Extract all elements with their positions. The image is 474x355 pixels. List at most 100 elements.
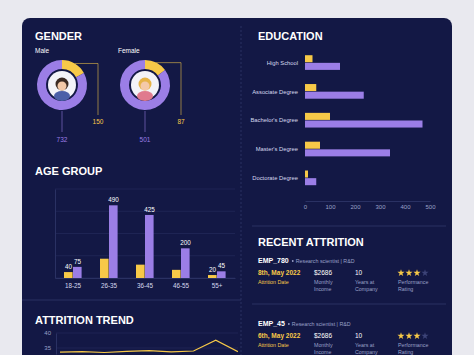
card-value: 10 [355, 332, 363, 339]
employee-role: Research scientist | R&D [292, 321, 351, 327]
tick-label: Bachelor's Degree [250, 117, 298, 123]
employee-id: EMP_780 [258, 257, 289, 264]
rating-star [405, 269, 412, 276]
grid-line [55, 189, 235, 190]
tick: 40 [44, 330, 56, 336]
card-value: 10 [355, 269, 363, 276]
tick-label: 35 [44, 345, 51, 351]
tick-label: 46-55 [173, 282, 190, 289]
data-label: 20 [209, 266, 217, 273]
y-axis: 35 40 [44, 330, 56, 354]
pie-chart: Male150732 [35, 47, 104, 143]
card-label: Years atCompany [355, 279, 378, 292]
lines [60, 340, 238, 352]
tick: 35 [44, 345, 56, 351]
tick-label: 0 [304, 204, 308, 210]
divider [252, 226, 446, 227]
tick-label: Associate Degree [252, 89, 298, 95]
card-value: 6th, May 2022 [258, 332, 301, 340]
tick: 200 [350, 201, 361, 210]
tick-label: 40 [44, 330, 51, 336]
tick: 18-25 [65, 278, 82, 289]
section-title: EDUCATION [258, 30, 323, 42]
tick-label: 200 [350, 204, 361, 210]
tick: 300 [375, 201, 386, 210]
data-label: 45 [218, 262, 226, 269]
tick: 36-45 [137, 278, 154, 289]
bar [100, 259, 109, 278]
tick-label: 55+ [212, 282, 223, 289]
data-label: 200 [180, 239, 191, 246]
bar [305, 149, 390, 156]
bullet [288, 323, 290, 325]
axis-line [56, 278, 236, 279]
tick-label: Master's Degree [256, 146, 298, 152]
grid [55, 189, 235, 278]
bars [64, 205, 226, 278]
pie-title: Female [118, 47, 140, 54]
section-title: AGE GROUP [35, 165, 102, 177]
line [60, 340, 238, 352]
grid-line [56, 333, 238, 334]
tick: Master's Degree [256, 146, 303, 152]
card-value: $2686 [314, 269, 332, 276]
card-label: Attrition Date [258, 342, 289, 348]
divider [22, 300, 241, 301]
bar [305, 84, 316, 91]
bar [64, 272, 73, 278]
rating-star [413, 269, 420, 276]
rating-star [397, 269, 404, 276]
attrition-card: EMP_780 Research scientist | R&D 8th, May … [252, 257, 446, 304]
tick-label: 400 [400, 204, 411, 210]
bar [145, 215, 154, 278]
bar [109, 205, 118, 278]
data-label: 732 [57, 136, 68, 143]
bar [136, 265, 145, 278]
rating-star [421, 332, 428, 339]
card-label: PerformanceRating [398, 342, 428, 355]
avatar [48, 71, 76, 101]
card-value: $2686 [314, 332, 332, 339]
grid-line [56, 348, 238, 349]
rating-star [413, 332, 420, 339]
bar [305, 55, 313, 62]
tick-label: High School [267, 60, 298, 66]
card-value: 8th, May 2022 [258, 269, 301, 277]
rating-star [421, 269, 428, 276]
tick: 400 [400, 201, 411, 210]
leader-line [145, 111, 146, 132]
tick: Bachelor's Degree [250, 117, 303, 123]
card-label: Years atCompany [355, 342, 378, 355]
bar [181, 248, 190, 278]
data-label: 501 [140, 136, 151, 143]
bar [172, 270, 181, 278]
leader-line [62, 111, 63, 132]
tick: Associate Degree [252, 89, 303, 95]
divider [241, 26, 242, 355]
section-title: GENDER [35, 30, 82, 42]
leader-line [75, 63, 98, 115]
axis-line [306, 201, 431, 202]
tick: 500 [425, 201, 436, 210]
y-axis: High School Associate Degree Bachelor's De… [250, 60, 303, 181]
pie-title: Male [35, 47, 49, 54]
dashboard: GENDERMale150732Female87501EDUCATION0100… [0, 0, 474, 355]
tick: 46-55 [173, 278, 190, 289]
tick: 26-35 [101, 278, 118, 289]
bar [305, 113, 330, 120]
data-label: 75 [74, 258, 82, 265]
pie-slice [37, 60, 87, 110]
employee-role: Research scientist | R&D [296, 258, 355, 264]
employee-id: EMP_45 [258, 320, 285, 327]
tick-label: 26-35 [101, 282, 118, 289]
bar [305, 178, 316, 185]
grid [56, 333, 238, 348]
pie-slice [120, 60, 170, 110]
data-labels: 40207549042520045 [65, 196, 226, 273]
panel [22, 18, 452, 355]
data-label: 87 [177, 118, 185, 125]
card-label: Attrition Date [258, 279, 289, 285]
bar [217, 271, 226, 278]
data-label: 425 [144, 206, 155, 213]
tick-label: 18-25 [65, 282, 82, 289]
